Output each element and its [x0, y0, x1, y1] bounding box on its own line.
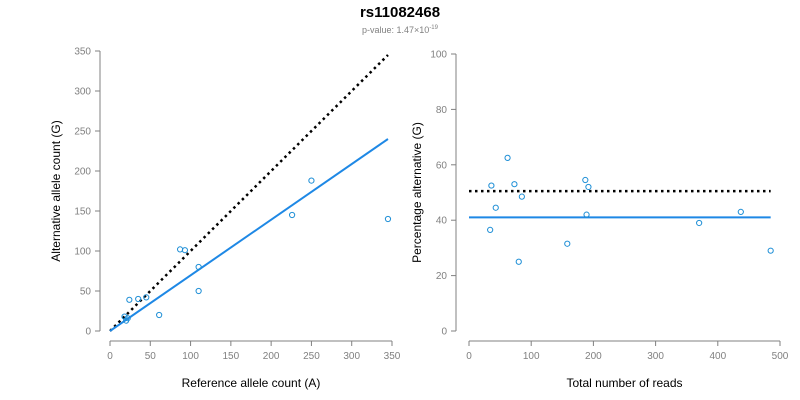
y-tick-label: 0: [441, 327, 447, 338]
data-point: [492, 204, 499, 211]
data-point: [124, 315, 131, 322]
y-tick-label: 350: [74, 47, 91, 58]
x-tick-label: 300: [647, 351, 664, 362]
expected-line: [109, 54, 389, 332]
data-point: [308, 177, 315, 184]
x-tick-label: 350: [384, 351, 401, 362]
x-tick-label: 0: [107, 351, 113, 362]
x-tick-label: 250: [303, 351, 320, 362]
x-tick-label: 50: [145, 351, 157, 362]
data-point: [181, 247, 189, 254]
chart-subtitle: p-value: 1.47×10-19: [0, 25, 800, 35]
x-axis-label: Total number of reads: [566, 376, 682, 390]
right-scatter-panel: 0 100 200 300 400 500 0 20 40 60 80 100 Total number…: [410, 50, 789, 391]
y-tick-label: 20: [436, 271, 448, 282]
data-point: [696, 219, 703, 227]
y-axis-label: Alternative allele count (G): [49, 120, 63, 261]
x-tick-label: 200: [585, 351, 602, 362]
y-tick-label: 40: [436, 216, 448, 227]
subtitle-prefix: p-value: 1.47×10: [362, 25, 430, 35]
y-tick-label: 60: [436, 160, 448, 171]
y-tick-label: 200: [74, 167, 91, 178]
y-tick-label: 80: [436, 105, 448, 116]
data-point: [195, 263, 202, 271]
y-tick-label: 50: [80, 287, 92, 298]
data-point: [288, 211, 296, 219]
y-tick-label: 100: [74, 247, 91, 258]
data-point: [126, 296, 133, 303]
y-tick-label: 150: [74, 207, 91, 218]
x-tick-label: 500: [772, 351, 789, 362]
x-tick-label: 150: [223, 351, 240, 362]
data-point: [176, 246, 184, 253]
data-point: [511, 181, 518, 188]
data-point: [384, 215, 392, 223]
y-axis-label: Percentage alternative (G): [410, 122, 424, 263]
data-point: [488, 182, 495, 189]
data-point: [487, 226, 494, 233]
left-scatter-panel: 0 50 100 150 200 250 300 350 0 50 100 150 200 250 300 3…: [49, 47, 401, 391]
subtitle-exponent: -19: [429, 25, 438, 31]
data-point: [583, 211, 590, 218]
x-tick-label: 400: [709, 351, 726, 362]
x-tick-label: 200: [263, 351, 280, 362]
data-point: [737, 208, 744, 215]
data-point: [518, 193, 525, 200]
fit-line: [109, 138, 389, 332]
x-axis-label: Reference allele count (A): [182, 376, 321, 390]
data-point: [504, 154, 511, 161]
data-point: [195, 287, 202, 295]
data-point: [564, 240, 571, 247]
y-tick-label: 250: [74, 127, 91, 138]
x-tick-label: 0: [466, 351, 472, 362]
data-point: [121, 313, 128, 320]
data-point: [767, 247, 774, 254]
data-point: [156, 311, 163, 319]
data-point: [515, 258, 522, 265]
data-point: [143, 294, 150, 301]
data-point: [585, 183, 592, 191]
data-point: [582, 176, 589, 184]
data-point: [135, 295, 142, 303]
chart-title: rs11082468: [359, 4, 441, 21]
y-tick-label: 300: [74, 87, 91, 98]
y-tick-label: 100: [430, 50, 447, 61]
x-tick-label: 300: [343, 351, 360, 362]
x-tick-label: 100: [523, 351, 540, 362]
y-tick-label: 0: [85, 327, 91, 338]
x-tick-label: 100: [182, 351, 199, 362]
